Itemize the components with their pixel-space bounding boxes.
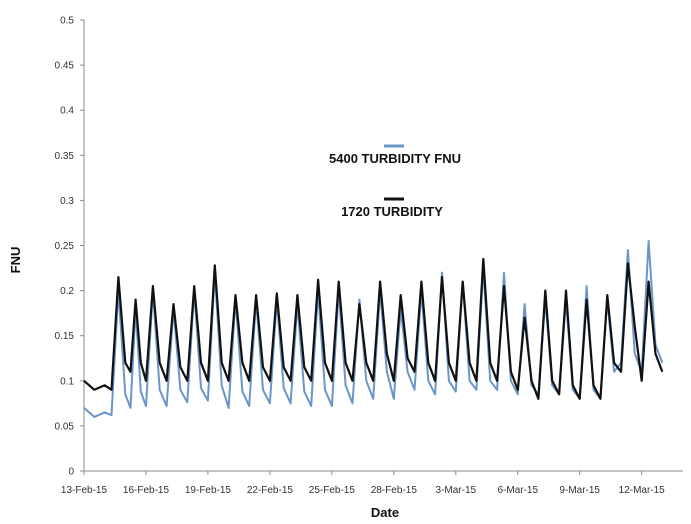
x-tick-label: 28-Feb-15 (371, 485, 418, 496)
x-tick-label: 9-Mar-15 (559, 485, 600, 496)
y-tick-label: 0.45 (55, 61, 75, 72)
x-tick-label: 19-Feb-15 (185, 485, 232, 496)
x-tick-label: 13-Feb-15 (61, 485, 108, 496)
y-tick-label: 0.1 (60, 376, 74, 387)
x-tick-label: 12-Mar-15 (619, 485, 666, 496)
series-line-1720 (83, 257, 664, 400)
y-tick-label: 0.2 (60, 286, 74, 297)
y-tick-label: 0.3 (60, 196, 74, 207)
y-tick-label: 0.4 (60, 106, 74, 117)
y-tick-label: 0.05 (55, 421, 75, 432)
legend: 5400 TURBIDITY FNU 1720 TURBIDITY (329, 144, 461, 219)
x-tick-label: 3-Mar-15 (436, 485, 477, 496)
y-axis-title: FNU (8, 247, 23, 274)
y-tick-label: 0 (68, 467, 74, 478)
legend-label-5400: 5400 TURBIDITY FNU (329, 151, 461, 166)
x-tick-label: 16-Feb-15 (123, 485, 170, 496)
x-axis-title: Date (371, 505, 399, 520)
x-tick-labels: 13-Feb-15 16-Feb-15 19-Feb-15 22-Feb-15 25-F… (61, 471, 665, 496)
x-tick-label: 22-Feb-15 (247, 485, 294, 496)
y-tick-label: 0.15 (55, 331, 75, 342)
axes (83, 20, 683, 472)
y-tick-label: 0.5 (60, 16, 74, 27)
series-lines (83, 240, 664, 418)
y-tick-labels: 0 0.05 0.1 0.15 0.2 0.25 0.3 0.35 0.4 0.45 0.5 (55, 16, 84, 478)
legend-label-1720: 1720 TURBIDITY (341, 204, 443, 219)
y-tick-label: 0.25 (55, 241, 75, 252)
x-tick-label: 6-Mar-15 (497, 485, 538, 496)
x-tick-label: 25-Feb-15 (309, 485, 356, 496)
y-tick-label: 0.35 (55, 151, 75, 162)
